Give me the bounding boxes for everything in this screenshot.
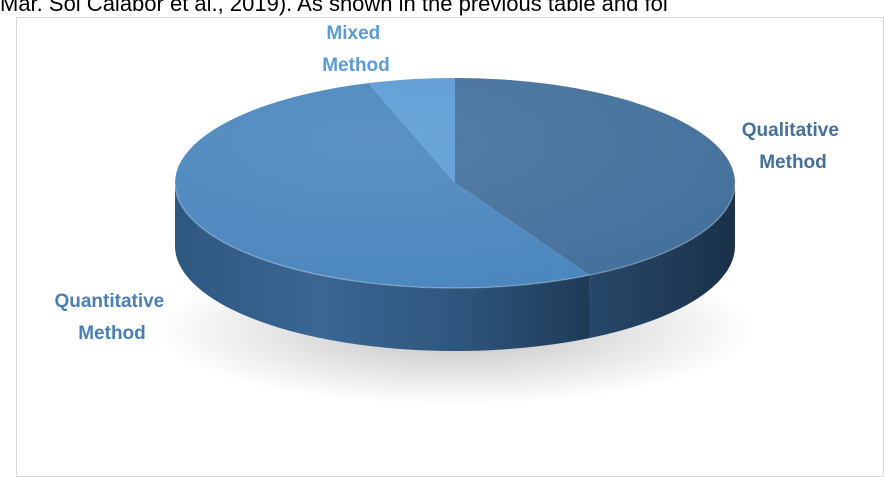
slice-label-mixed-line2: Method <box>322 55 390 76</box>
pie-top-shine <box>175 78 735 288</box>
slice-label-mixed-line1: Mixed <box>326 23 380 44</box>
pie-side-qualitative <box>589 183 735 339</box>
slice-label-quantitative-line1: Quantitative <box>54 291 164 312</box>
pie-side-quantitative <box>175 183 590 351</box>
slice-label-qualitative-line2: Method <box>759 152 827 173</box>
slice-label-mixed: Mixed Method <box>322 23 390 76</box>
slice-label-quantitative: Quantitative Method <box>54 291 169 344</box>
pie-top-edge <box>174 182 736 289</box>
slice-label-qualitative-line1: Qualitative <box>742 120 839 141</box>
document-text-line: Mar. Sol Calabor et al., 2019). As shown… <box>0 0 668 16</box>
slice-label-qualitative: Qualitative Method <box>742 120 844 173</box>
slice-label-quantitative-line2: Method <box>78 323 146 344</box>
